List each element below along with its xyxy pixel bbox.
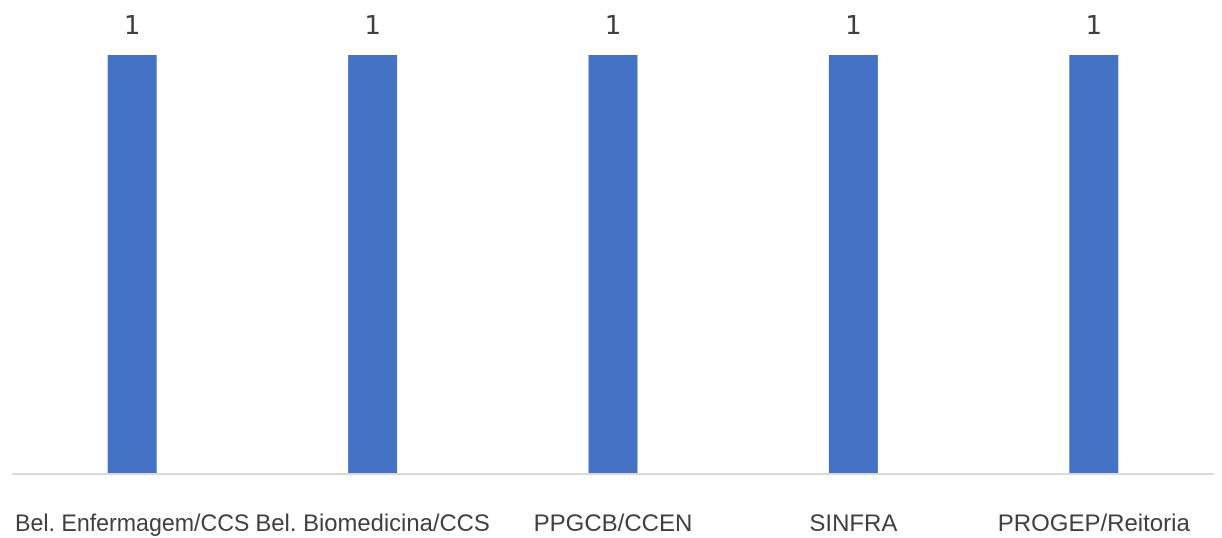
category-label-2: Bel. Biomedicina/CCS [255, 510, 489, 537]
data-label-5: 1 [1086, 11, 1103, 41]
data-label-4: 1 [845, 11, 862, 41]
data-label-2: 1 [364, 11, 381, 41]
bar-5 [1069, 55, 1119, 474]
category-labels-layer: Bel. Enfermagem/CCS Bel. Biomedicina/CCS P… [15, 510, 1190, 537]
bar-3 [588, 55, 638, 474]
category-label-1: Bel. Enfermagem/CCS [15, 510, 249, 537]
category-label-4: SINFRA [809, 510, 897, 537]
category-label-5: PROGEP/Reitoria [998, 510, 1191, 537]
bar-1 [107, 55, 157, 474]
bar-2 [348, 55, 398, 474]
category-label-3: PPGCB/CCEN [534, 510, 693, 537]
data-label-1: 1 [124, 11, 141, 41]
bars-layer [107, 55, 1119, 474]
data-label-3: 1 [605, 11, 622, 41]
bar-4 [828, 55, 878, 474]
data-labels-layer: 1 1 1 1 1 [124, 11, 1102, 41]
